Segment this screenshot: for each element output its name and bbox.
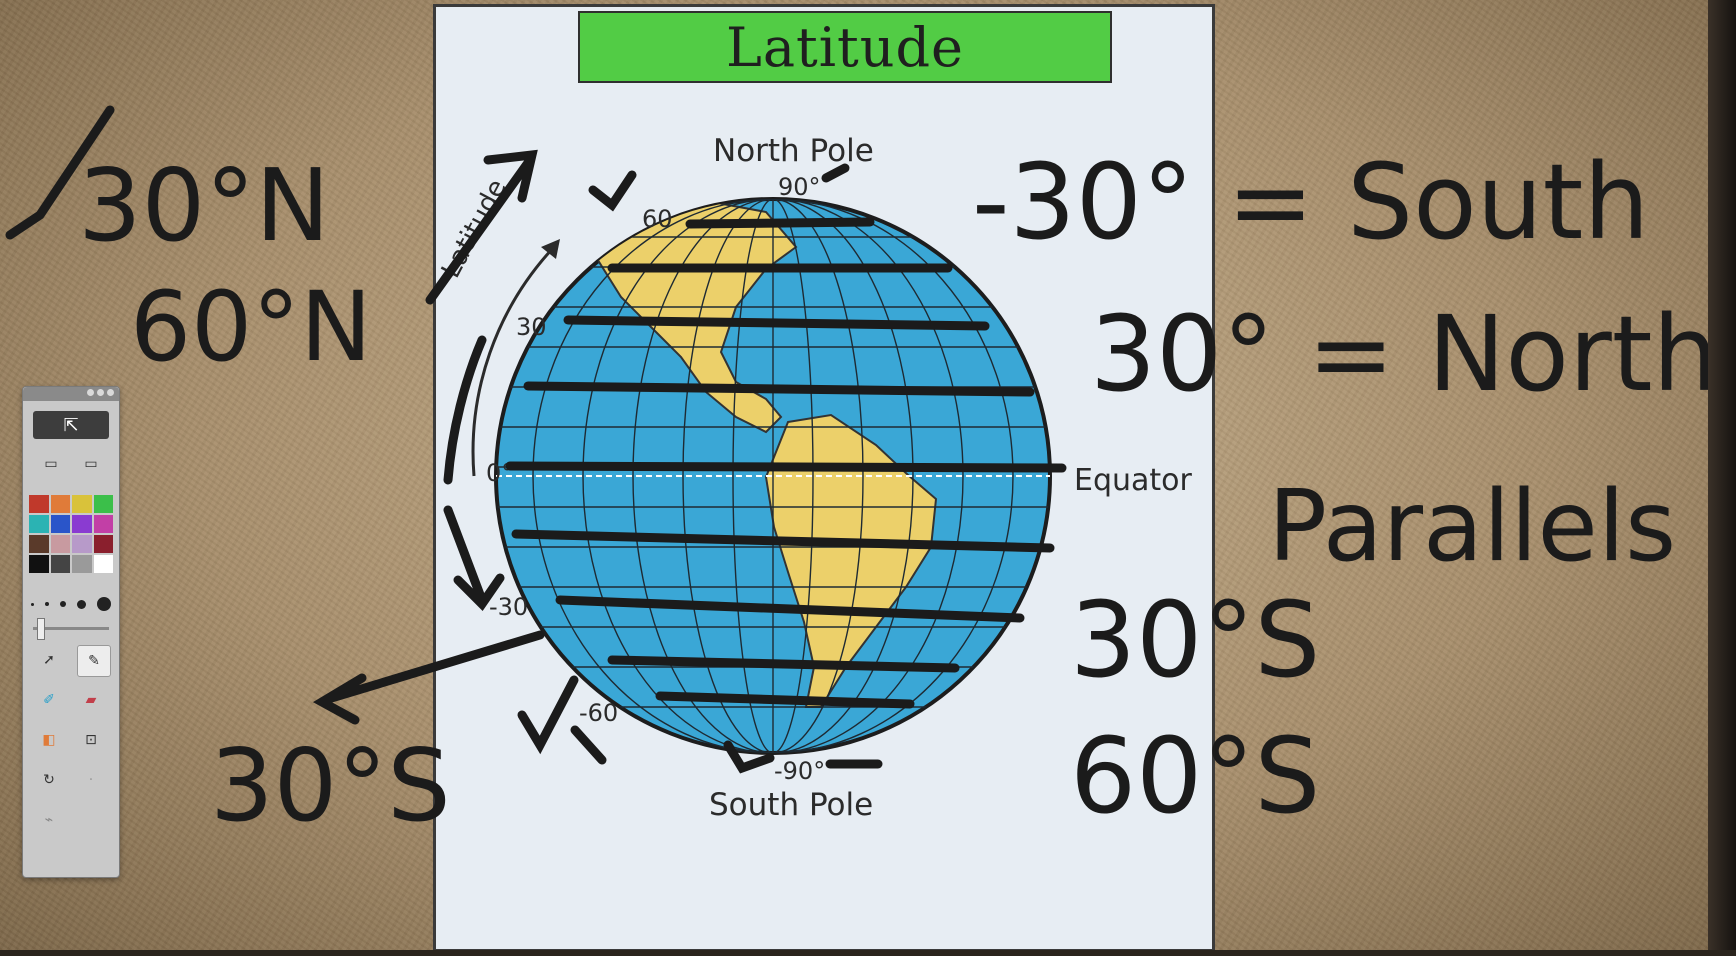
ink-parallel: [685, 217, 875, 229]
title-banner: Latitude: [578, 11, 1112, 83]
monitor-bezel-right: [1708, 0, 1736, 956]
latitude-arc-arrowhead: [541, 239, 560, 259]
rotate-icon: ↻: [43, 772, 55, 788]
color-swatch-13[interactable]: [29, 555, 49, 573]
drawing-toolbox[interactable]: ⇱ ▭ ▭ ➚ ✎ ✐ ▰ ◧: [22, 386, 120, 878]
color-swatch-15[interactable]: [72, 555, 92, 573]
ink-parallel: [523, 381, 1035, 397]
toolbox-close-button[interactable]: [107, 389, 114, 396]
ink-check-mark: [5, 105, 115, 240]
color-swatch-12[interactable]: [93, 535, 113, 553]
color-swatch-6[interactable]: [50, 515, 70, 533]
ink-check-mark: [517, 675, 579, 755]
ink-parallel: [505, 461, 1067, 473]
undo-icon: ▭: [44, 456, 58, 472]
ink-arrow-north: [425, 149, 538, 305]
shape-icon: ◧: [42, 732, 56, 748]
slide-title: Latitude: [725, 15, 965, 79]
ink-60n: 60°N: [130, 271, 372, 383]
color-swatch-10[interactable]: [50, 535, 70, 553]
eraser-tool-button[interactable]: ▰: [77, 689, 105, 711]
lat-60-label: 60: [642, 205, 673, 233]
south-pole-label: South Pole: [709, 787, 874, 823]
ink-strokes: [5, 105, 1067, 774]
toolbox-settings-button[interactable]: [97, 389, 104, 396]
color-swatch-16[interactable]: [93, 555, 113, 573]
ink-dash: [821, 163, 850, 183]
lat-neg30-label: -30: [489, 593, 529, 621]
brush-size-options: [31, 597, 111, 611]
highlighter-icon: ✐: [43, 692, 55, 708]
ink-check-mark: [588, 170, 637, 212]
more-tool-button[interactable]: ·: [77, 769, 105, 791]
color-swatch-8[interactable]: [93, 515, 113, 533]
ink-parallel: [511, 529, 1055, 553]
redo-icon: ▭: [84, 456, 98, 472]
pen-icon: ✎: [88, 653, 100, 669]
share-button[interactable]: ⇱: [33, 411, 109, 439]
undo-button[interactable]: ▭: [37, 453, 65, 475]
ink-parallel: [655, 691, 915, 709]
ink-curve-left: [443, 335, 487, 485]
shape-tool-button[interactable]: ◧: [35, 729, 63, 751]
north-pole-label: North Pole: [713, 133, 874, 169]
eraser-icon: ▰: [85, 692, 97, 708]
clear-tool-button[interactable]: ⌁: [35, 809, 63, 831]
color-swatch-11[interactable]: [72, 535, 92, 553]
brush-size-s[interactable]: [45, 602, 49, 606]
brush-size-xl[interactable]: [97, 597, 111, 611]
ink-30s: 30°S: [1070, 579, 1320, 701]
camera-icon: ⊡: [85, 732, 97, 748]
dots-icon: ·: [88, 772, 94, 788]
ink-30s-left: 30°S: [210, 727, 451, 844]
lat-neg60-label: -60: [579, 699, 619, 727]
ink-parallels: Parallels: [1268, 470, 1676, 584]
ink-neg30-south: -30° = South: [972, 141, 1649, 263]
lat-90-label: 90°: [778, 173, 821, 201]
color-swatch-7[interactable]: [72, 515, 92, 533]
redo-button[interactable]: ▭: [77, 453, 105, 475]
toolbox-header[interactable]: [23, 387, 119, 401]
color-swatch-5[interactable]: [29, 515, 49, 533]
select-tool-button[interactable]: ➚: [35, 649, 63, 671]
share-icon: ⇱: [63, 414, 79, 436]
ink-parallel: [607, 655, 960, 673]
color-swatch-3[interactable]: [72, 495, 92, 513]
rotate-tool-button[interactable]: ↻: [35, 769, 63, 791]
ink-arrow-sw: [312, 630, 545, 725]
ink-parallel: [563, 315, 990, 331]
pen-tool-button[interactable]: ✎: [77, 645, 111, 677]
ink-check-mark: [723, 740, 775, 774]
highlighter-tool-button[interactable]: ✐: [35, 689, 63, 711]
equator-label: Equator: [1074, 463, 1192, 498]
ink-arrow-down: [443, 505, 505, 611]
brush-size-m[interactable]: [60, 601, 66, 607]
brush-size-l[interactable]: [77, 599, 86, 609]
color-swatch-9[interactable]: [29, 535, 49, 553]
brush-size-xs[interactable]: [31, 602, 34, 606]
ink-dash: [570, 725, 607, 765]
latitude-arc: [471, 245, 556, 477]
lat-neg90-label: -90°: [774, 757, 826, 785]
cursor-icon: ➚: [43, 652, 55, 668]
ink-pos30-north: 30° = North: [1090, 293, 1718, 415]
color-swatch-4[interactable]: [93, 495, 113, 513]
lat-30-label: 30: [516, 313, 547, 341]
toolbox-minimize-button[interactable]: [87, 389, 94, 396]
color-swatch-2[interactable]: [50, 495, 70, 513]
monitor-bezel-bottom: [0, 950, 1736, 956]
color-palette: [29, 495, 113, 573]
brush-size-slider-knob[interactable]: [37, 618, 45, 640]
wand-icon: ⌁: [44, 812, 54, 828]
ink-60s: 60°S: [1070, 715, 1320, 837]
color-swatch-14[interactable]: [50, 555, 70, 573]
ink-parallel: [555, 595, 1025, 623]
ink-30n: 30°N: [78, 147, 330, 264]
color-swatch-1[interactable]: [29, 495, 49, 513]
screenshot-tool-button[interactable]: ⊡: [77, 729, 105, 751]
brush-size-slider[interactable]: [33, 627, 109, 630]
